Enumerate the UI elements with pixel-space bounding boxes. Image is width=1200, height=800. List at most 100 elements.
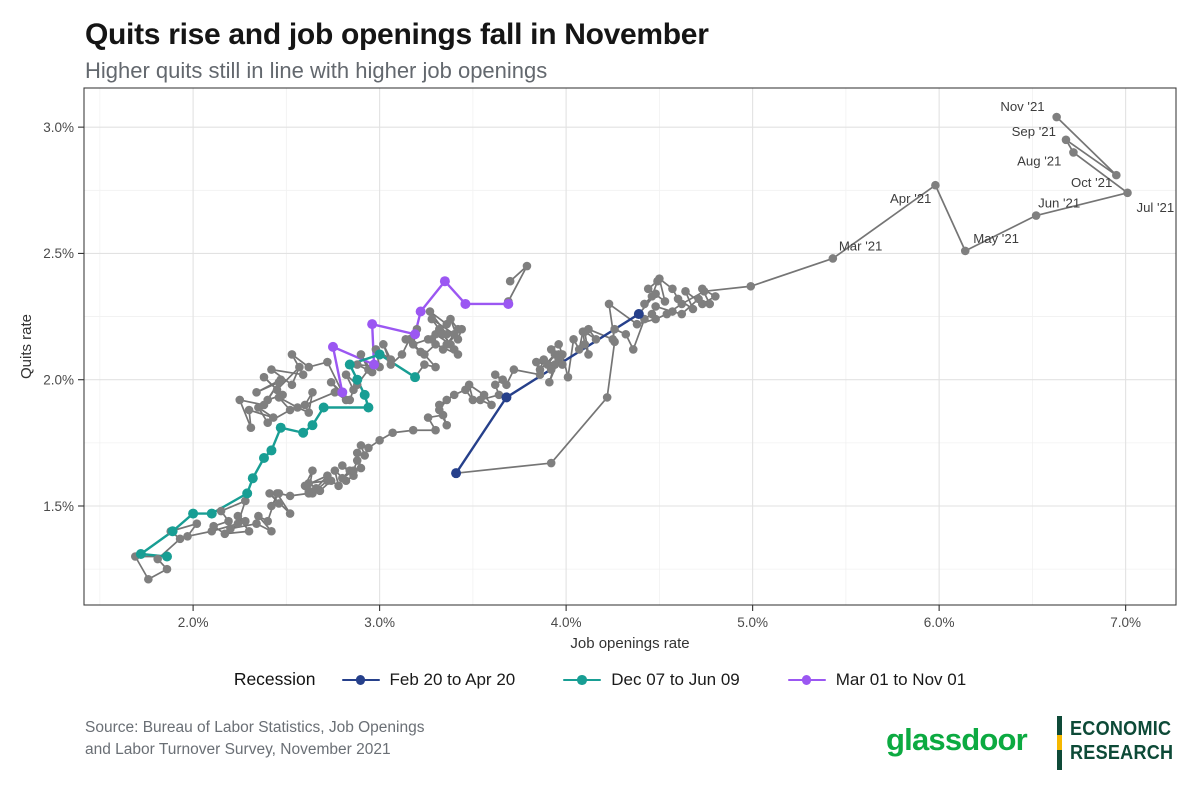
data-point	[267, 526, 276, 536]
data-point	[1112, 170, 1121, 180]
data-point	[632, 319, 642, 329]
data-point	[431, 362, 440, 372]
data-point	[558, 350, 567, 359]
data-point	[274, 499, 284, 508]
data-point-recession	[161, 551, 172, 562]
data-point	[352, 360, 362, 369]
data-segment	[220, 500, 247, 512]
data-segment	[1035, 191, 1129, 217]
legend: Recession Feb 20 to Apr 20 Dec 07 to Jun…	[0, 669, 1200, 690]
data-point	[397, 350, 407, 359]
data-point	[175, 534, 185, 544]
data-point-recession	[337, 387, 348, 398]
y-tick-label: 2.5%	[43, 246, 74, 261]
data-point	[931, 180, 940, 190]
data-point	[153, 554, 162, 564]
data-point	[711, 292, 720, 301]
data-point	[345, 395, 355, 405]
data-point	[183, 532, 192, 541]
data-point	[651, 314, 660, 324]
source-note: Source: Bureau of Labor Statistics, Job …	[85, 717, 424, 761]
data-point	[505, 276, 515, 286]
brand-line-economic: ECONOMIC	[1070, 717, 1172, 740]
data-segment	[550, 396, 609, 464]
data-point	[697, 299, 707, 309]
data-segment	[934, 184, 967, 252]
data-segment	[1065, 138, 1118, 176]
source-line-2: and Labor Turnover Survey, November 2021	[85, 741, 391, 758]
data-point	[643, 284, 653, 294]
data-point	[334, 481, 343, 491]
data-point	[677, 299, 687, 309]
data-point	[244, 405, 254, 415]
data-point	[531, 357, 541, 367]
data-point-recession	[344, 359, 355, 370]
data-point	[244, 526, 254, 536]
data-point	[274, 377, 284, 387]
data-point	[263, 418, 273, 427]
y-tick-label: 2.0%	[43, 373, 74, 388]
data-point	[364, 443, 373, 453]
data-point	[453, 335, 463, 344]
annotation-oct21: Oct '21	[1071, 175, 1112, 190]
x-axis-title: Job openings rate	[570, 635, 689, 652]
data-point	[584, 324, 593, 334]
data-point	[356, 350, 366, 359]
data-segment-recession	[139, 530, 174, 556]
data-point	[651, 302, 660, 311]
legend-label: Dec 07 to Jun 09	[611, 669, 740, 689]
data-segment-recession	[443, 280, 467, 306]
data-segment	[749, 257, 834, 288]
data-point-recession	[188, 508, 199, 519]
data-segment	[632, 318, 646, 351]
x-tick-label: 3.0%	[364, 615, 395, 630]
data-segment	[513, 368, 541, 376]
data-segment	[304, 391, 336, 406]
data-point	[265, 489, 274, 498]
data-point	[401, 335, 411, 344]
data-segment	[238, 399, 252, 429]
data-point	[274, 489, 284, 498]
annotation-may21: May '21	[973, 231, 1019, 246]
data-point	[546, 365, 556, 374]
data-point	[252, 388, 261, 397]
data-point	[241, 516, 250, 526]
data-point-recession	[298, 427, 309, 438]
data-point	[442, 395, 452, 405]
data-segment	[270, 368, 304, 376]
data-point	[356, 463, 366, 473]
legend-item-mar01-nov01: Mar 01 to Nov 01	[787, 669, 967, 690]
data-point	[446, 314, 455, 324]
data-point-recession	[367, 319, 378, 330]
data-point	[438, 329, 448, 339]
data-point	[246, 423, 256, 432]
data-point	[298, 370, 308, 379]
data-point	[522, 261, 532, 271]
data-point	[427, 314, 437, 324]
data-segment	[964, 214, 1037, 252]
data-point	[681, 287, 690, 296]
data-point	[315, 486, 325, 496]
data-point	[285, 509, 295, 518]
data-point-recession	[374, 349, 385, 360]
x-tick-label: 5.0%	[737, 615, 768, 630]
data-point-recession	[352, 374, 363, 385]
data-point	[367, 367, 377, 377]
data-point-recession	[503, 298, 514, 309]
data-point	[457, 324, 466, 334]
legend-key-purple-icon	[787, 675, 826, 685]
y-axis-title: Quits rate	[18, 314, 35, 379]
data-segment	[587, 328, 614, 341]
data-point	[272, 385, 282, 395]
legend-label: Mar 01 to Nov 01	[835, 669, 967, 689]
data-point	[535, 365, 545, 374]
data-point-recession	[258, 453, 269, 464]
data-point	[563, 372, 573, 382]
data-point	[539, 355, 549, 364]
data-point	[209, 521, 218, 531]
data-point	[487, 400, 496, 410]
data-point	[502, 380, 511, 390]
data-point	[584, 350, 593, 359]
data-point	[308, 466, 317, 475]
